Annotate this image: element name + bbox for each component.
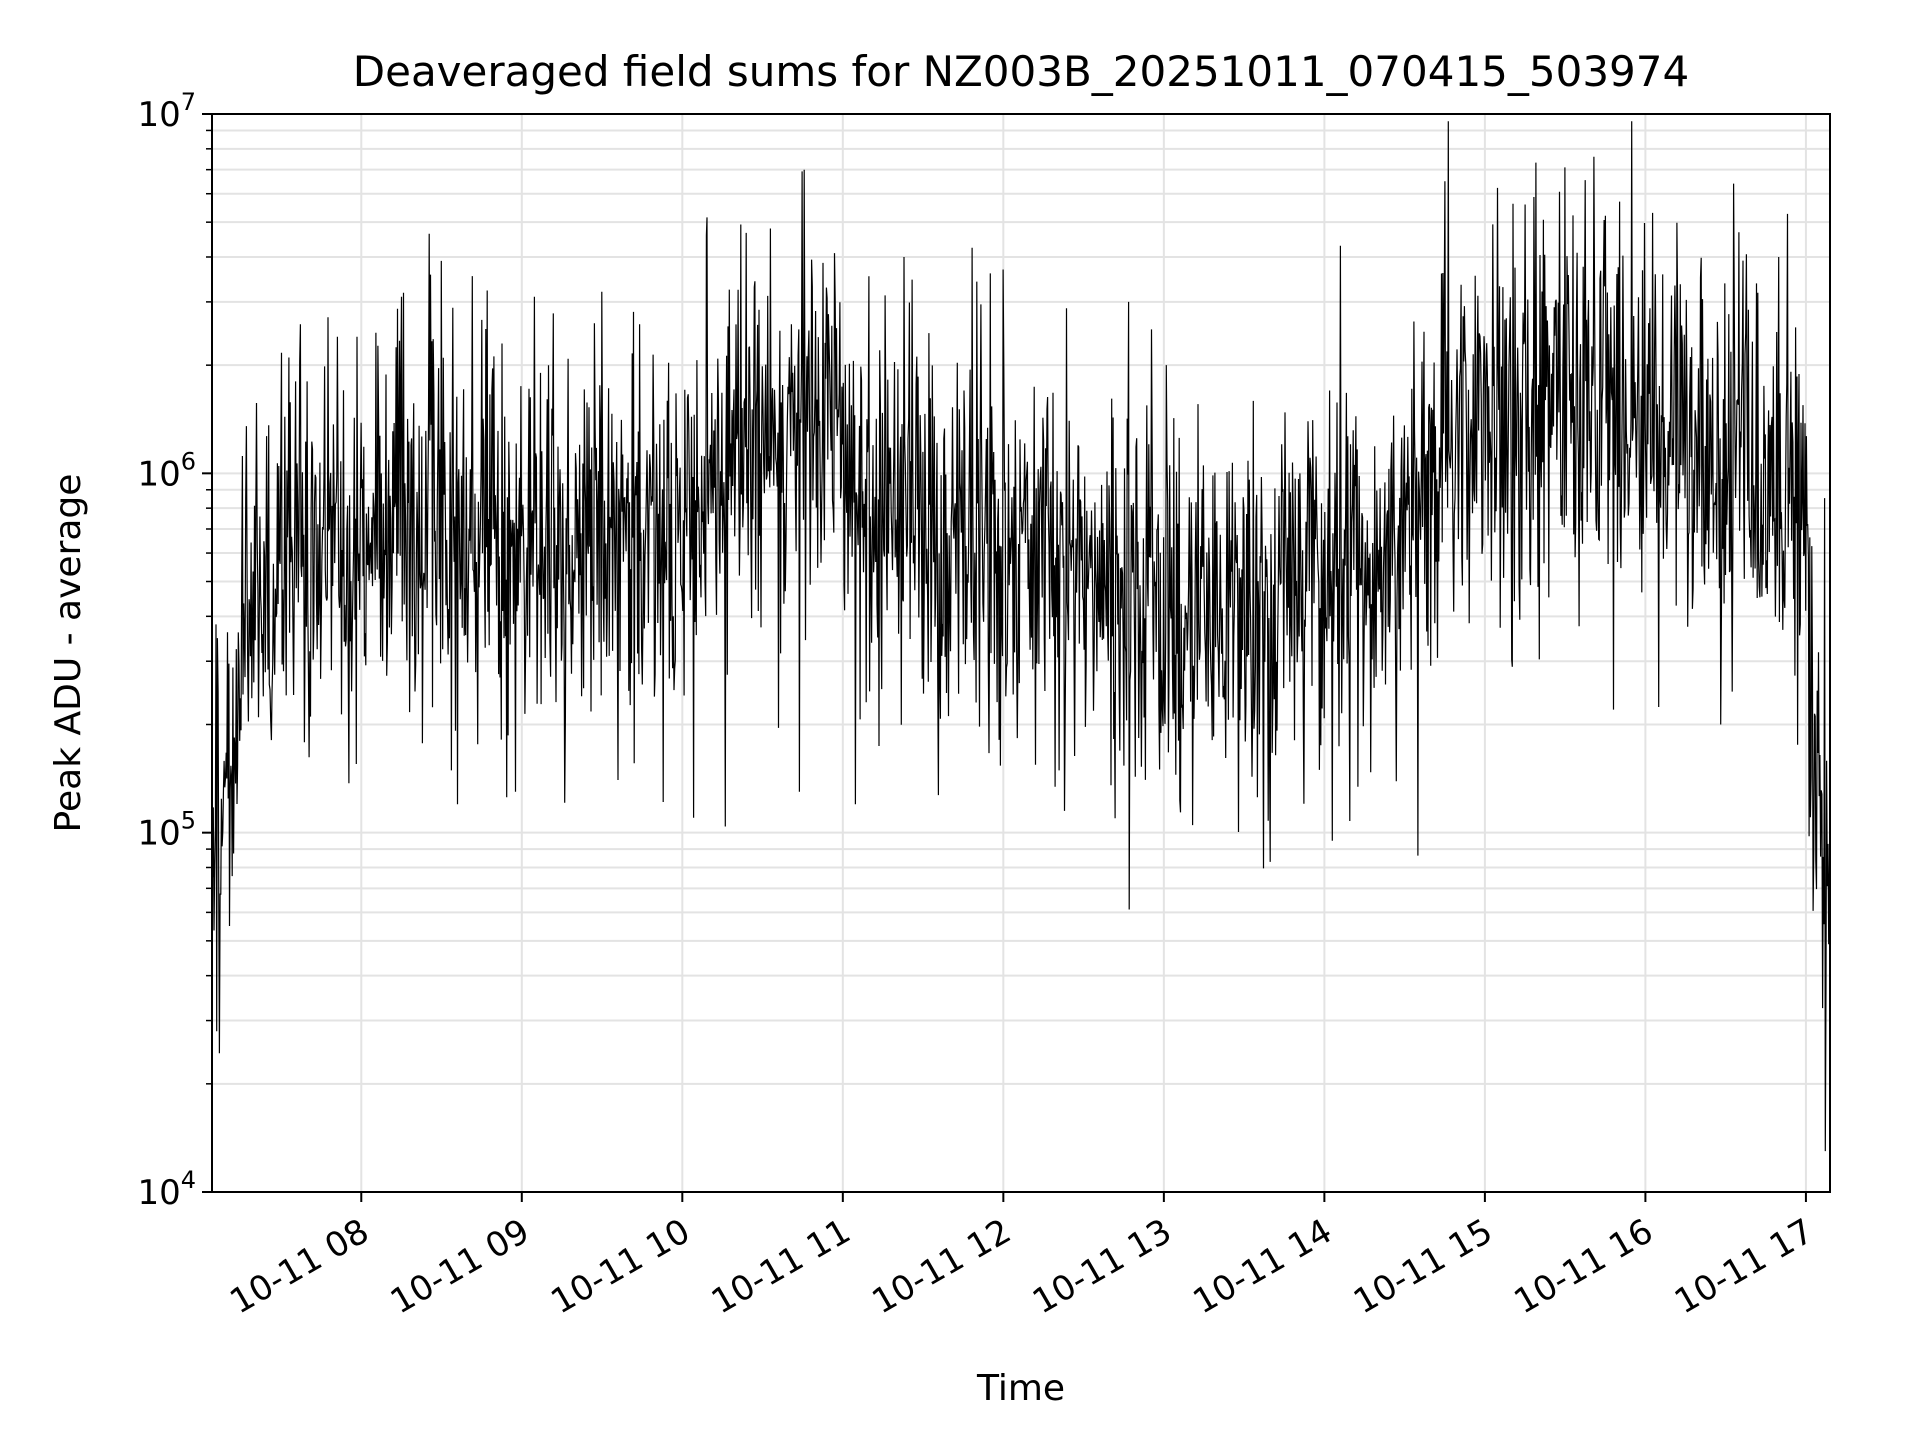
grid (212, 113, 1830, 1193)
y-axis: 104 105 106 107 (137, 88, 212, 1213)
x-axis-label: Time (976, 1368, 1065, 1409)
series-line (211, 121, 1831, 1152)
plot-frame (211, 113, 1831, 1193)
y-tick-label: 105 (137, 807, 196, 854)
y-axis-label: Peak ADU - average (48, 474, 89, 833)
y-tick-label: 107 (137, 88, 196, 135)
series-group (211, 121, 1831, 1152)
chart-title: Deaveraged field sums for NZ003B_2025101… (353, 47, 1689, 96)
y-tick-label: 104 (137, 1166, 196, 1213)
y-tick-label: 106 (137, 447, 196, 494)
